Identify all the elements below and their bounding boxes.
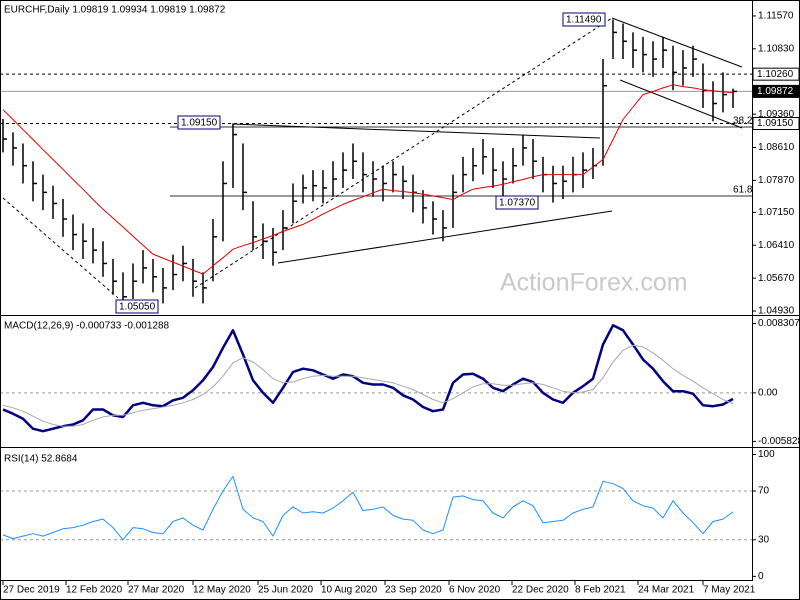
y-tick-label: 1.09360 <box>758 109 795 120</box>
trendlines <box>2 17 752 299</box>
channel-line <box>611 17 743 68</box>
annotation: 1.11490 <box>566 15 602 26</box>
annotation: 1.05050 <box>119 302 156 313</box>
trendline <box>194 17 613 289</box>
x-tick-label: 24 Mar 2021 <box>638 585 695 596</box>
annotation-box <box>495 195 539 210</box>
y-tick-label: 100 <box>758 449 775 460</box>
price-tag-label: 1.09872 <box>757 86 794 97</box>
y-tick-label: 0.00 <box>758 387 778 398</box>
y-tick-label: 30 <box>758 534 770 545</box>
x-tick-label: 27 Dec 2019 <box>3 585 60 596</box>
annotation-box <box>177 115 221 130</box>
x-tick-label: 27 Mar 2020 <box>128 585 185 596</box>
y-tick-label: 1.05670 <box>758 273 795 284</box>
x-tick-label: 12 May 2020 <box>193 585 251 596</box>
y-tick-label: 1.10830 <box>758 43 795 54</box>
chart-title: EURCHF,Daily 1.09819 1.09934 1.09819 1.0… <box>4 5 226 16</box>
x-tick-label: 22 Dec 2020 <box>512 585 569 596</box>
y-tick-label: 1.06410 <box>758 240 795 251</box>
annotation: 1.07370 <box>499 198 536 209</box>
indicator-line <box>2 475 734 541</box>
x-tick-label: 25 Jun 2020 <box>258 585 313 596</box>
annotation: 1.09150 <box>181 118 218 129</box>
y-tick-label: 1.11570 <box>758 11 794 22</box>
fib-label: 38.2 <box>733 116 753 127</box>
x-tick-label: 23 Sep 2020 <box>385 585 442 596</box>
annotation-box <box>562 12 606 27</box>
x-tick-label: 7 May 2021 <box>703 585 756 596</box>
channel-line <box>619 79 743 129</box>
trendline <box>2 197 119 299</box>
data-layer <box>2 19 737 541</box>
y-tick-label: 1.07870 <box>758 175 795 186</box>
y-tick-label: 0.008307 <box>758 318 800 329</box>
trendline <box>231 123 601 139</box>
y-tick-label: 0 <box>758 571 764 582</box>
x-tick-label: 10 Aug 2020 <box>321 585 378 596</box>
trendline <box>277 210 613 264</box>
price-tag-label: 1.09150 <box>757 118 794 129</box>
x-tick-label: 6 Nov 2020 <box>449 585 501 596</box>
indicator-line <box>2 344 734 427</box>
macd-title: MACD(12,26,9) -0.000733 -0.001288 <box>4 321 170 332</box>
fib-label: 61.8 <box>733 185 753 196</box>
background-layer <box>0 73 752 541</box>
axis-layer: 1.11570 1.10830 1.09360 1.08610 1.07870 1.071… <box>2 11 800 596</box>
watermark: ActionForex.com <box>500 269 688 297</box>
x-tick-label: 8 Feb 2021 <box>575 585 626 596</box>
price-tag-label: 1.10260 <box>757 69 794 80</box>
y-tick-label: 70 <box>758 486 770 497</box>
y-tick-label: 1.08610 <box>758 142 795 153</box>
y-tick-label: 1.07150 <box>758 207 795 218</box>
y-tick-label: -0.005828 <box>758 436 800 447</box>
annotations: 1.11490 1.09150 1.07370 1.05050 38.2 61.… <box>115 12 753 314</box>
indicator-line <box>2 84 734 275</box>
x-tick-label: 12 Feb 2020 <box>66 585 123 596</box>
rsi-title: RSI(14) 52.8684 <box>4 454 78 465</box>
y-tick-label: 1.04930 <box>758 306 795 317</box>
annotation-box <box>115 299 159 314</box>
